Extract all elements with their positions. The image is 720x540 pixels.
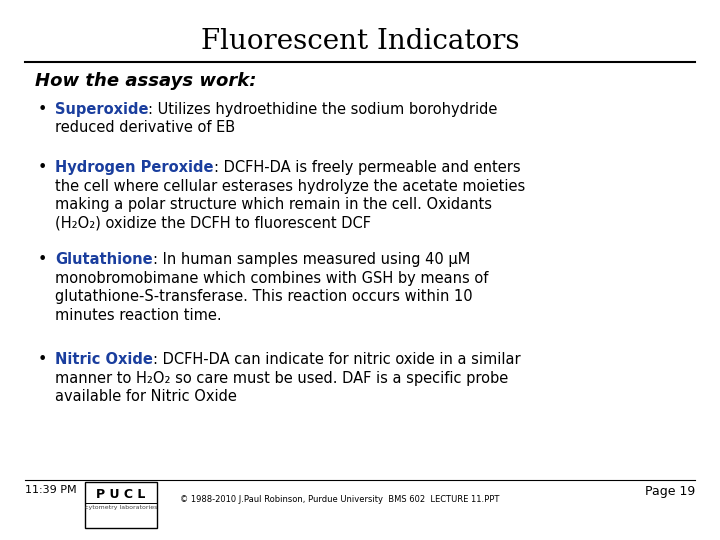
Text: cytometry laboratories: cytometry laboratories <box>85 505 157 510</box>
Text: the cell where cellular esterases hydrolyze the acetate moieties: the cell where cellular esterases hydrol… <box>55 179 526 193</box>
Text: Superoxide: Superoxide <box>55 102 148 117</box>
Text: manner to H₂O₂ so care must be used. DAF is a specific probe: manner to H₂O₂ so care must be used. DAF… <box>55 370 508 386</box>
Text: Fluorescent Indicators: Fluorescent Indicators <box>201 28 519 55</box>
Text: : In human samples measured using 40 μM: : In human samples measured using 40 μM <box>153 252 470 267</box>
Text: P U C L: P U C L <box>96 488 145 501</box>
Text: glutathione-S-transferase. This reaction occurs within 10: glutathione-S-transferase. This reaction… <box>55 289 472 304</box>
Text: Hydrogen Peroxide: Hydrogen Peroxide <box>55 160 214 175</box>
Text: Page 19: Page 19 <box>644 485 695 498</box>
Text: •: • <box>38 102 48 117</box>
Text: making a polar structure which remain in the cell. Oxidants: making a polar structure which remain in… <box>55 197 492 212</box>
Text: •: • <box>38 160 48 175</box>
Text: reduced derivative of EB: reduced derivative of EB <box>55 120 235 136</box>
Text: © 1988-2010 J.Paul Robinson, Purdue University  BMS 602  LECTURE 11.PPT: © 1988-2010 J.Paul Robinson, Purdue Univ… <box>180 495 500 504</box>
Text: 11:39 PM: 11:39 PM <box>25 485 76 495</box>
Text: Glutathione: Glutathione <box>55 252 153 267</box>
Text: (H₂O₂) oxidize the DCFH to fluorescent DCF: (H₂O₂) oxidize the DCFH to fluorescent D… <box>55 215 371 231</box>
Text: : Utilizes hydroethidine the sodium borohydride: : Utilizes hydroethidine the sodium boro… <box>148 102 498 117</box>
Text: monobromobimane which combines with GSH by means of: monobromobimane which combines with GSH … <box>55 271 488 286</box>
Text: : DCFH-DA is freely permeable and enters: : DCFH-DA is freely permeable and enters <box>214 160 520 175</box>
Text: available for Nitric Oxide: available for Nitric Oxide <box>55 389 237 404</box>
Text: Nitric Oxide: Nitric Oxide <box>55 352 153 367</box>
Text: : DCFH-DA can indicate for nitric oxide in a similar: : DCFH-DA can indicate for nitric oxide … <box>153 352 521 367</box>
Text: minutes reaction time.: minutes reaction time. <box>55 307 222 322</box>
Text: •: • <box>38 252 48 267</box>
Text: •: • <box>38 352 48 367</box>
Text: How the assays work:: How the assays work: <box>35 72 256 90</box>
